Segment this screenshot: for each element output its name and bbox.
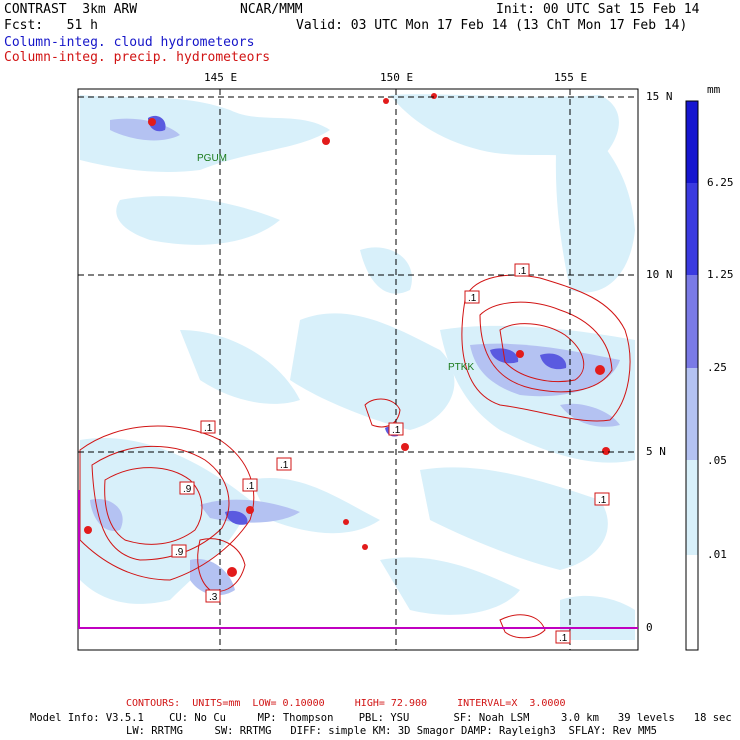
lon-label-150: 150 E: [380, 72, 413, 84]
contour-label: .1: [201, 421, 215, 434]
colorbar-level: .01: [707, 549, 727, 561]
contour-label: .1: [556, 631, 570, 644]
contour-label: .9: [172, 545, 186, 558]
svg-text:.1: .1: [559, 633, 568, 644]
svg-text:.9: .9: [175, 547, 184, 558]
colorbar-unit: mm: [707, 84, 720, 96]
svg-text:.1: .1: [518, 266, 527, 277]
model-info: Model Info: V3.5.1 CU: No Cu MP: Thompso…: [30, 711, 732, 725]
colorbar-level: .25: [707, 362, 727, 374]
contour-label: .9: [180, 482, 194, 495]
contour-label: .1: [243, 479, 257, 492]
colorbar-level: 6.25: [707, 177, 734, 189]
lat-label-5n: 5 N: [646, 446, 666, 458]
contour-label: .1: [277, 458, 291, 471]
lat-label-15n: 15 N: [646, 91, 673, 103]
svg-text:.1: .1: [392, 425, 401, 436]
colorbar-level: 1.25: [707, 269, 734, 281]
lon-label-145: 145 E: [204, 72, 237, 84]
svg-text:.9: .9: [183, 484, 192, 495]
contour-label: .1: [389, 423, 403, 436]
svg-text:.1: .1: [598, 495, 607, 506]
lon-label-155: 155 E: [554, 72, 587, 84]
svg-text:.3: .3: [209, 592, 218, 603]
station-label: PTKK: [448, 362, 474, 373]
svg-text:.1: .1: [468, 293, 477, 304]
contour-label: .1: [515, 264, 529, 277]
colorbar-level: .05: [707, 455, 727, 467]
contour-label: .1: [595, 493, 609, 506]
contour-label: .3: [206, 590, 220, 603]
contour-info: CONTOURS: UNITS=mm LOW= 0.10000 HIGH= 72…: [126, 697, 566, 711]
lat-label-10n: 10 N: [646, 269, 673, 281]
model-info-physics: LW: RRTMG SW: RRTMG DIFF: simple KM: 3D …: [126, 724, 657, 738]
station-label: PGUM: [197, 153, 227, 164]
colorbar: [686, 101, 698, 650]
svg-text:.1: .1: [204, 423, 213, 434]
svg-text:.1: .1: [280, 460, 289, 471]
lat-label-0: 0: [646, 622, 653, 634]
contour-label: .1: [465, 291, 479, 304]
svg-text:.1: .1: [246, 481, 255, 492]
